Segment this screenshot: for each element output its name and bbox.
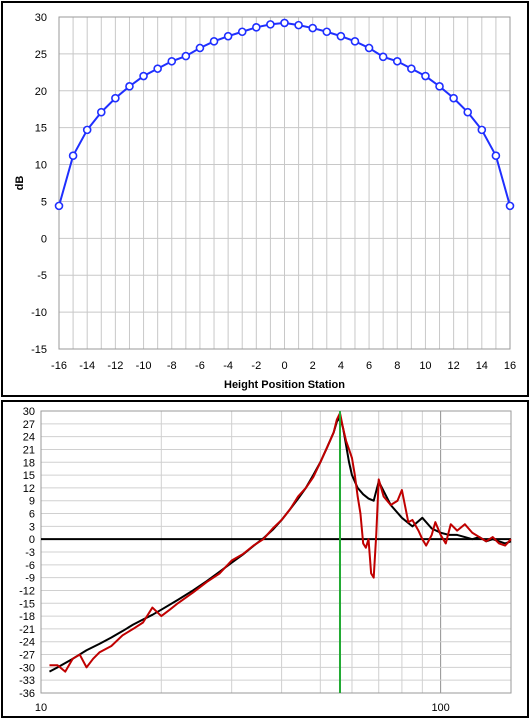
top-data-point — [68, 151, 78, 161]
bottom-y-tick-label: -9 — [25, 573, 35, 585]
top-data-point — [209, 37, 219, 46]
bottom-y-tick-label: -18 — [19, 611, 35, 623]
bottom-y-tick-label: 18 — [23, 457, 35, 469]
top-data-point — [111, 93, 120, 103]
bottom-y-tick-label: 24 — [23, 432, 35, 444]
top-x-tick-label: -16 — [51, 360, 67, 372]
top-data-point — [294, 20, 303, 30]
bottom-y-tick-label: -15 — [19, 598, 35, 610]
top-y-tick-label: -5 — [37, 270, 47, 282]
bottom-x-tick-label: 100 — [431, 702, 449, 714]
top-x-tick-label: -6 — [195, 360, 205, 372]
top-gridlines — [58, 16, 511, 350]
top-x-tick-label: -12 — [107, 360, 123, 372]
top-y-tick-label: 0 — [41, 233, 47, 245]
top-data-point — [477, 125, 487, 135]
top-data-point — [407, 64, 416, 73]
top-data-point — [449, 93, 458, 103]
top-data-point — [350, 37, 360, 46]
bottom-y-tick-label: 6 — [29, 509, 35, 521]
top-y-tick-label: 20 — [35, 86, 47, 98]
top-x-tick-label: -10 — [136, 360, 152, 372]
top-y-tick-label: -10 — [31, 307, 47, 319]
top-x-tick-label: -2 — [251, 360, 261, 372]
top-data-point — [378, 52, 388, 62]
bottom-red-series-line — [49, 412, 512, 673]
bottom-gridlines — [41, 410, 511, 694]
top-data-point — [421, 71, 430, 81]
top-data-point — [505, 201, 515, 211]
top-x-axis-title: Height Position Station — [224, 379, 345, 391]
bottom-y-tick-label: -6 — [25, 560, 35, 572]
bottom-y-tick-label: 21 — [23, 444, 35, 456]
top-plot-border — [58, 16, 511, 350]
bottom-plot-border — [40, 410, 512, 694]
top-data-point — [153, 64, 162, 73]
top-x-tick-label: 4 — [338, 360, 344, 372]
bottom-chart-panel: 30 27 24 21 18 15 12 9 6 3 0 -3 -6 -9 -12 -15 -18 -21 -24-… — [1, 400, 529, 718]
bottom-y-tick-label: 0 — [29, 534, 35, 546]
bottom-y-tick-label: -33 — [19, 675, 35, 687]
bottom-y-tick-label: -3 — [25, 547, 35, 559]
top-data-point — [237, 27, 247, 37]
bottom-y-tick-label: 27 — [23, 419, 35, 431]
bottom-x-tick-label: 10 — [35, 702, 47, 714]
top-x-tick-label: 8 — [394, 360, 400, 372]
top-x-tick-label: 2 — [310, 360, 316, 372]
top-x-tick-label: -8 — [167, 360, 177, 372]
bottom-black-series-line — [49, 416, 512, 673]
top-data-point — [308, 23, 317, 33]
top-data-point — [139, 71, 148, 81]
bottom-y-tick-label: -27 — [19, 650, 35, 662]
bottom-y-tick-label: 12 — [23, 483, 35, 495]
top-y-tick-label: 5 — [41, 196, 47, 208]
top-y-tick-label: -15 — [31, 344, 47, 356]
top-x-tick-label: -4 — [223, 360, 233, 372]
top-x-tick-label: 10 — [419, 360, 431, 372]
bottom-y-tick-label: -21 — [19, 624, 35, 636]
top-y-axis-title: dB — [14, 176, 26, 191]
top-data-point — [223, 31, 233, 41]
top-data-point — [364, 43, 374, 53]
top-data-point — [280, 18, 289, 28]
top-x-tick-label: 0 — [281, 360, 287, 372]
top-data-point — [181, 51, 191, 61]
bottom-y-tick-label: 3 — [29, 521, 35, 533]
top-data-point — [266, 20, 275, 29]
top-data-point — [54, 201, 64, 211]
top-x-tick-label: 14 — [476, 360, 488, 372]
top-data-point — [435, 82, 444, 91]
top-data-point — [463, 107, 473, 117]
top-data-point — [252, 23, 261, 32]
top-data-point — [195, 43, 205, 53]
bottom-y-tick-label: 30 — [23, 406, 35, 418]
bottom-y-tick-label: -24 — [19, 637, 35, 649]
bottom-y-tick-label: 9 — [29, 496, 35, 508]
bottom-y-tick-label: -30 — [19, 662, 35, 674]
top-y-tick-label: 10 — [35, 160, 47, 172]
top-data-point — [392, 56, 402, 66]
top-x-tick-label: 16 — [504, 360, 516, 372]
top-data-point — [125, 82, 134, 91]
top-y-tick-label: 30 — [35, 12, 47, 24]
bottom-y-tick-label: 15 — [23, 470, 35, 482]
top-data-point — [322, 27, 332, 37]
bottom-y-tick-label: -12 — [19, 585, 35, 597]
top-data-point — [336, 31, 346, 41]
top-data-point — [82, 125, 92, 135]
top-x-tick-label: 12 — [448, 360, 460, 372]
top-data-point — [167, 56, 177, 66]
bottom-chart-svg: 302724211815129630-3-6-9-12-15-18-21-24-… — [19, 406, 512, 714]
top-data-point — [491, 151, 501, 161]
top-y-tick-label: 25 — [35, 49, 47, 61]
bottom-y-tick-label: -36 — [19, 688, 35, 700]
top-x-tick-label: -14 — [79, 360, 95, 372]
top-chart-panel: -15 -10 -5 0 5 10 15 20 25 30 -16 -14 -12 -10 -8 -6 -4 -2… — [1, 1, 529, 397]
top-data-point — [96, 107, 106, 117]
top-y-tick-label: 15 — [35, 123, 47, 135]
top-x-tick-label: 6 — [366, 360, 372, 372]
